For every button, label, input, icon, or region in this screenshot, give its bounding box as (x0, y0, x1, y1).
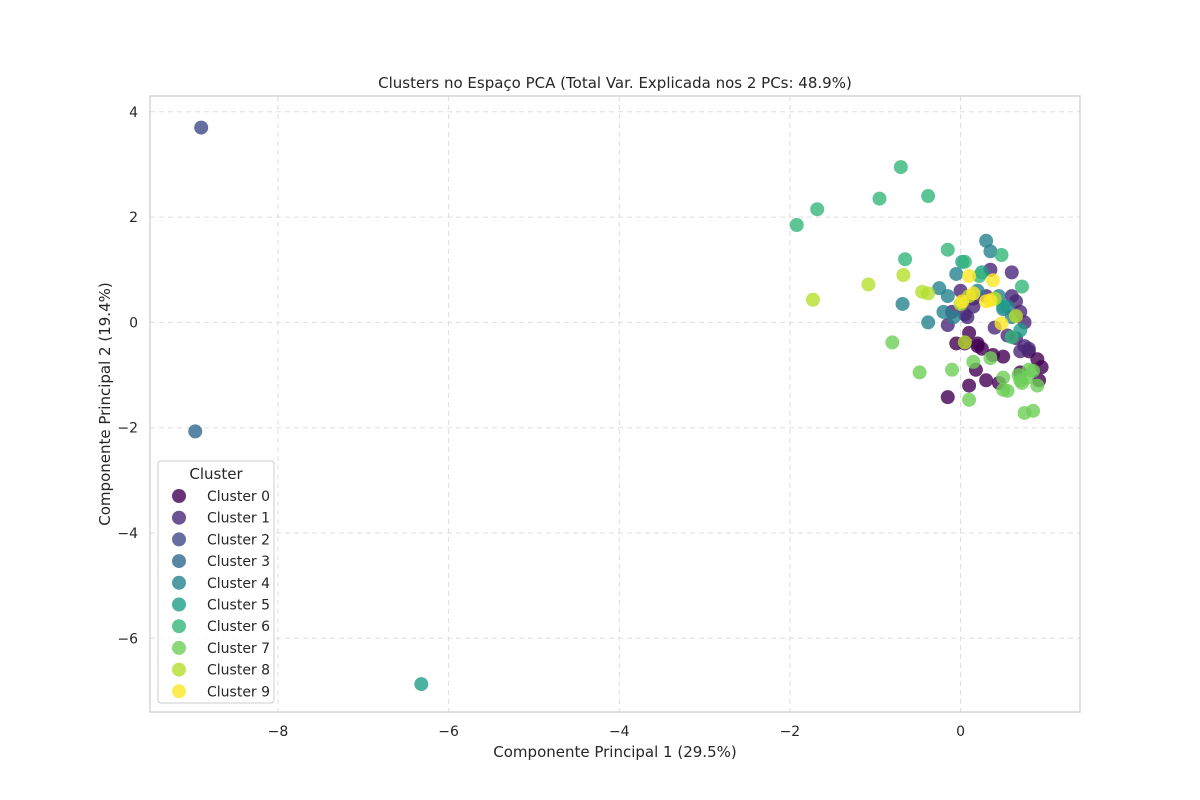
cluster-4-point (895, 296, 910, 311)
legend-box (157, 460, 275, 704)
cluster-7-point (966, 354, 981, 369)
x-axis-label: Componente Principal 1 (29.5%) (493, 743, 736, 761)
legend-label-cluster-1: Cluster 1 (207, 511, 270, 527)
legend-label-cluster-4: Cluster 4 (207, 576, 270, 592)
legend-label-cluster-2: Cluster 2 (207, 532, 270, 548)
plot-area (150, 96, 1080, 712)
legend-marker-cluster-6 (172, 619, 186, 634)
cluster-4-point (979, 233, 994, 248)
cluster-4-point (946, 310, 961, 325)
cluster-7-point (962, 392, 977, 407)
legend-marker-cluster-5 (172, 597, 186, 612)
x-tick-label: −4 (609, 724, 630, 740)
cluster-0-point (970, 339, 985, 354)
cluster-6-point (1014, 279, 1029, 294)
y-tick-label: 2 (129, 210, 138, 226)
cluster-8-point (1009, 309, 1024, 324)
cluster-7-point (885, 335, 900, 350)
legend-label-cluster-9: Cluster 9 (207, 684, 270, 700)
cluster-7-point (996, 370, 1011, 385)
cluster-8-point (861, 277, 876, 292)
y-tick-label: −6 (117, 631, 138, 647)
cluster-7-point (983, 351, 998, 366)
cluster-1-point (1013, 344, 1028, 359)
cluster-9-point (955, 294, 970, 309)
legend-marker-cluster-7 (172, 640, 186, 655)
legend-marker-cluster-8 (172, 662, 186, 677)
legend-marker-cluster-0 (172, 489, 186, 503)
cluster-1-point (966, 299, 981, 314)
cluster-0-point (962, 378, 977, 393)
y-tick-label: 0 (129, 315, 138, 331)
legend-label-cluster-0: Cluster 0 (207, 489, 270, 505)
x-tick-label: −8 (268, 724, 289, 740)
cluster-9-point (994, 316, 1009, 331)
cluster-1-point (1004, 289, 1019, 304)
legend-label-cluster-5: Cluster 5 (207, 598, 270, 614)
cluster-3-point (188, 424, 203, 439)
legend-label-cluster-8: Cluster 8 (207, 663, 270, 679)
y-tick-label: −4 (117, 526, 138, 542)
chart-title: Clusters no Espaço PCA (Total Var. Expli… (378, 74, 852, 92)
x-tick-label: −2 (780, 724, 801, 740)
cluster-7-point (1020, 370, 1035, 385)
cluster-7-point (912, 365, 927, 380)
cluster-7-point (1030, 378, 1045, 393)
legend-label-cluster-6: Cluster 6 (207, 619, 270, 635)
cluster-8-point (896, 268, 911, 283)
x-tick-label: 0 (956, 724, 965, 740)
cluster-2-point (194, 120, 209, 135)
cluster-0-point (940, 390, 955, 405)
legend-items: Cluster 0 Cluster 1 Cluster 2 Cluster 3 Clus… (172, 489, 270, 700)
cluster-8-point (805, 292, 820, 307)
legend-label-cluster-3: Cluster 3 (207, 554, 270, 570)
cluster-6-point (940, 242, 955, 257)
cluster-6-point (957, 254, 972, 269)
cluster-9-point (962, 269, 977, 284)
cluster-6-point (898, 252, 913, 267)
cluster-4-point (940, 289, 955, 304)
cluster-9-point (985, 273, 1000, 288)
cluster-6-point (972, 269, 987, 284)
cluster-7-point (1026, 403, 1041, 418)
cluster-6-point (921, 189, 936, 204)
cluster-6-point (810, 202, 825, 217)
cluster-7-point (996, 382, 1011, 397)
cluster-7-point (945, 362, 960, 377)
legend-title: Cluster (189, 465, 243, 483)
cluster-6-point (872, 191, 887, 206)
legend-marker-cluster-3 (172, 554, 186, 569)
y-axis-label: Componente Principal 2 (19.4%) (96, 282, 114, 525)
x-tick-label: −6 (438, 724, 459, 740)
tick-labels: −8 −6 −4 −2 0 4 2 0 −2 −4 −6 (117, 105, 965, 740)
plot-frame (149, 95, 1081, 713)
cluster-6-point (893, 160, 908, 175)
cluster-8-point (957, 335, 972, 350)
cluster-0-point (996, 349, 1011, 364)
data-points (188, 120, 1049, 692)
cluster-4-point (983, 244, 998, 259)
cluster-4-point (921, 315, 936, 330)
legend-marker-cluster-2 (172, 532, 186, 547)
legend-marker-cluster-4 (172, 575, 186, 590)
cluster-9-point (966, 286, 981, 301)
cluster-0-point (979, 373, 994, 388)
cluster-4-point (949, 266, 964, 281)
cluster-1-point (1004, 265, 1019, 280)
cluster-5-point (414, 677, 429, 692)
cluster-1-point (960, 310, 975, 325)
cluster-8-point (921, 286, 936, 301)
cluster-6-point (994, 248, 1009, 263)
y-tick-label: −2 (117, 421, 138, 437)
cluster-9-point (983, 293, 998, 308)
y-tick-label: 4 (129, 105, 138, 121)
legend-marker-cluster-9 (172, 684, 186, 699)
cluster-6-point (789, 217, 804, 232)
legend-label-cluster-7: Cluster 7 (207, 641, 270, 657)
cluster-6-point (1004, 330, 1019, 345)
legend-marker-cluster-1 (172, 510, 186, 525)
